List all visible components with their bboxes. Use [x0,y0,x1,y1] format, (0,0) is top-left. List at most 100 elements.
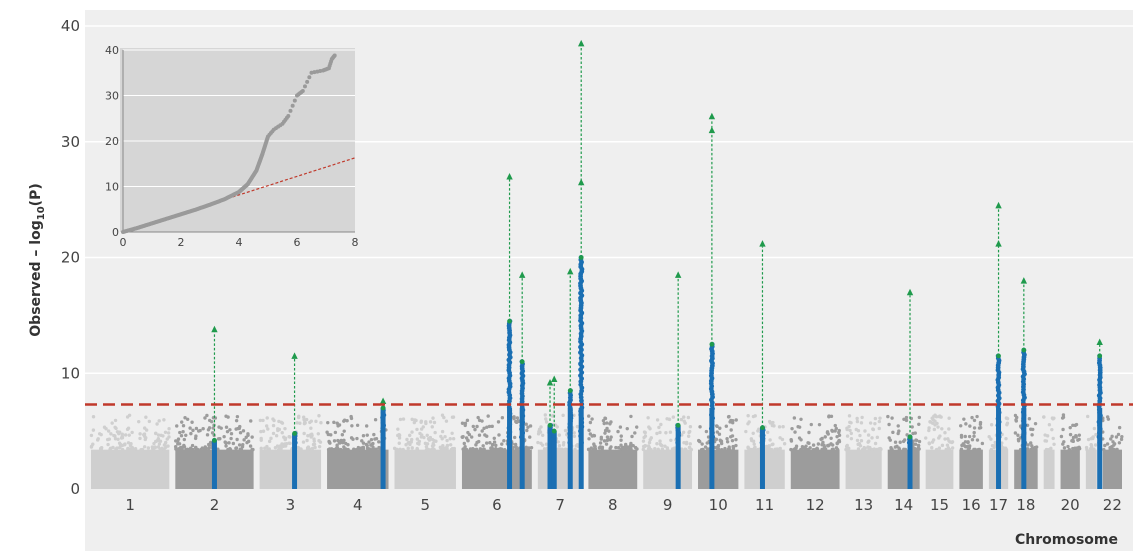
snp-point [309,426,313,430]
snp-point [1025,447,1030,451]
snp-point [540,433,545,437]
snp-point [655,431,659,436]
snp-point [989,447,994,452]
snp-point [830,443,835,447]
snp-point [1091,436,1095,441]
snp-point [1061,413,1066,417]
snp-point [833,423,837,428]
snp-point [845,443,849,448]
snp-point [1071,446,1075,451]
snp-point [589,446,593,450]
snp-point [496,420,501,424]
snp-point [475,424,479,429]
snp-point [265,416,269,420]
snp-point [902,447,906,452]
snp-point [978,420,983,425]
snp-point [653,446,657,451]
snp-point [823,435,827,439]
snp-point [188,426,192,430]
snp-point [889,447,893,451]
snp-point [563,428,568,433]
snp-point [799,417,803,421]
snp-point [328,441,332,445]
snp-point [774,447,778,452]
qq-point [286,113,291,118]
snp-point [153,439,158,444]
locus-column [1021,407,1027,489]
snp-point [406,446,410,450]
arrow-head [674,271,682,278]
snp-point [163,430,168,434]
x-tick-label: 17 [989,496,1008,514]
snp-point [106,429,111,433]
locus-column [907,436,913,489]
snp-point [1061,427,1065,432]
snp-point [475,440,479,445]
arrow-head [1020,277,1028,284]
qq-y-tick-label: 0 [112,226,119,239]
snp-point [109,432,113,436]
chromosome-band [537,449,583,489]
snp-point [731,447,735,452]
snp-point [544,417,548,421]
snp-point [734,443,738,448]
chromosome-band [1043,449,1055,489]
snp-point [471,424,475,429]
snp-point [893,440,898,444]
snp-point [203,447,207,452]
arrow-head [708,126,716,134]
snp-point [179,433,184,438]
locus-point [551,440,557,446]
arrow-head [379,397,387,405]
snp-point [113,418,118,423]
snp-point [962,417,966,421]
snp-point [968,424,972,428]
snp-point [114,426,118,431]
snp-point [910,425,914,429]
snp-point [976,447,981,452]
y-axis-ticks: 0 10 20 30 40 [61,17,80,498]
snp-point [440,429,445,434]
snp-point [317,444,322,449]
snp-point [356,445,361,450]
locus-point [380,435,386,441]
snp-point [1109,447,1113,452]
snp-point [1105,415,1110,419]
snp-point [726,415,731,419]
snp-point [373,417,378,422]
snp-point [342,418,347,422]
locus-top-point [292,431,297,436]
snp-point [91,415,96,419]
snp-point [430,425,434,429]
snp-point [302,415,306,419]
snp-point [701,447,705,452]
snp-point [492,440,497,444]
snp-point [619,438,623,442]
y-tick-label: 0 [70,480,80,498]
snp-point [727,447,732,452]
snp-point [649,447,653,452]
snp-point [683,447,687,451]
snp-point [904,418,909,423]
locus-point [579,416,585,422]
snp-point [461,434,465,439]
locus-point [507,418,513,423]
snp-point [258,418,263,423]
snp-point [465,418,470,423]
snp-point [635,447,639,451]
snp-point [266,427,270,431]
arrow-head [546,379,554,386]
snp-point [815,446,819,451]
snp-point [829,436,833,441]
snp-point [524,422,528,426]
snp-point [329,433,333,437]
snp-point [216,447,220,451]
snp-point [870,436,874,440]
snp-point [113,437,118,441]
snp-point [935,421,939,426]
snp-point [989,437,993,441]
snp-point [833,429,837,433]
snp-point [734,418,738,422]
arrow-head [906,288,914,296]
snp-point [598,441,603,445]
